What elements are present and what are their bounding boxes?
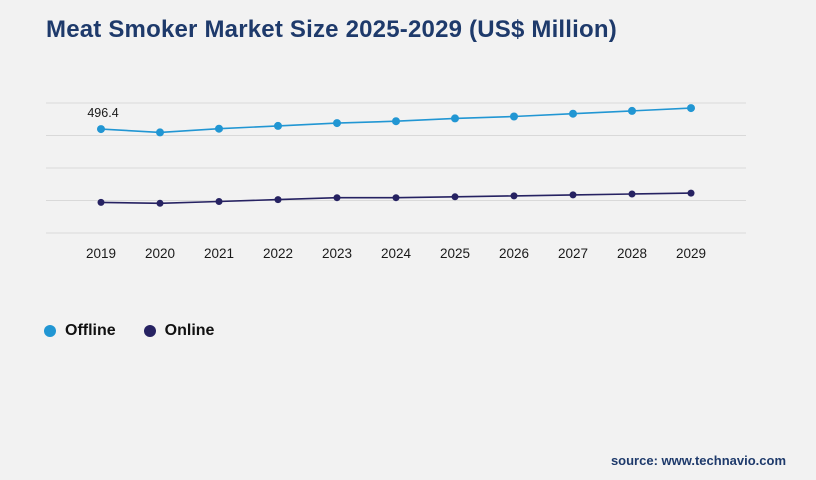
x-axis-tick-label: 2027 bbox=[558, 246, 588, 261]
online-data-point bbox=[274, 196, 282, 204]
line-chart-canvas: 496.4 2019 2020 2021 2022 2023 2024 2025 2026 202… bbox=[46, 102, 746, 261]
legend-label-online: Online bbox=[164, 322, 215, 339]
x-axis-tick-label: 2021 bbox=[204, 246, 234, 261]
online-data-point bbox=[628, 190, 636, 198]
offline-data-point bbox=[333, 119, 341, 128]
source-attribution: source: www.technavio.com bbox=[610, 453, 786, 468]
offline-data-point bbox=[97, 125, 105, 134]
online-data-point bbox=[97, 198, 105, 206]
offline-data-point bbox=[156, 128, 164, 137]
legend-item-offline[interactable]: Offline bbox=[44, 322, 116, 340]
x-axis-tick-label: 2023 bbox=[322, 246, 352, 261]
offline-data-point bbox=[274, 121, 282, 130]
x-axis-tick-label: 2022 bbox=[263, 246, 293, 261]
chart-area: 496.4 2019 2020 2021 2022 2023 2024 2025 2026 202… bbox=[46, 88, 746, 278]
x-axis-tick-label: 2024 bbox=[381, 246, 412, 261]
online-data-point bbox=[156, 199, 164, 207]
x-axis-tick-label: 2029 bbox=[676, 246, 706, 261]
online-data-point bbox=[687, 189, 695, 197]
online-data-point bbox=[333, 194, 341, 202]
x-axis-tick-label: 2026 bbox=[499, 246, 529, 261]
x-axis-tick-label: 2019 bbox=[86, 246, 116, 261]
offline-data-point bbox=[687, 104, 695, 113]
online-data-point bbox=[215, 198, 223, 205]
offline-data-point bbox=[215, 124, 223, 133]
data-label: 496.4 bbox=[87, 106, 118, 120]
chart-title: Meat Smoker Market Size 2025-2029 (US$ M… bbox=[46, 16, 617, 43]
x-axis-tick-label: 2020 bbox=[145, 246, 175, 261]
offline-data-point bbox=[510, 112, 518, 121]
online-data-point bbox=[569, 191, 577, 199]
offline-data-point bbox=[569, 109, 577, 118]
online-data-point bbox=[392, 194, 400, 202]
online-data-point bbox=[510, 192, 518, 200]
online-series-dot-icon bbox=[143, 325, 156, 337]
offline-data-point bbox=[628, 106, 636, 115]
chart-legend: Offline Online bbox=[44, 322, 214, 340]
x-axis-tick-label: 2028 bbox=[617, 246, 647, 261]
online-data-point bbox=[451, 193, 459, 201]
offline-data-point bbox=[451, 114, 459, 123]
legend-item-online[interactable]: Online bbox=[143, 322, 215, 340]
x-axis-tick-label: 2025 bbox=[440, 246, 470, 261]
offline-data-point bbox=[392, 117, 400, 126]
legend-label-offline: Offline bbox=[65, 322, 116, 339]
offline-series-dot-icon bbox=[44, 325, 56, 337]
